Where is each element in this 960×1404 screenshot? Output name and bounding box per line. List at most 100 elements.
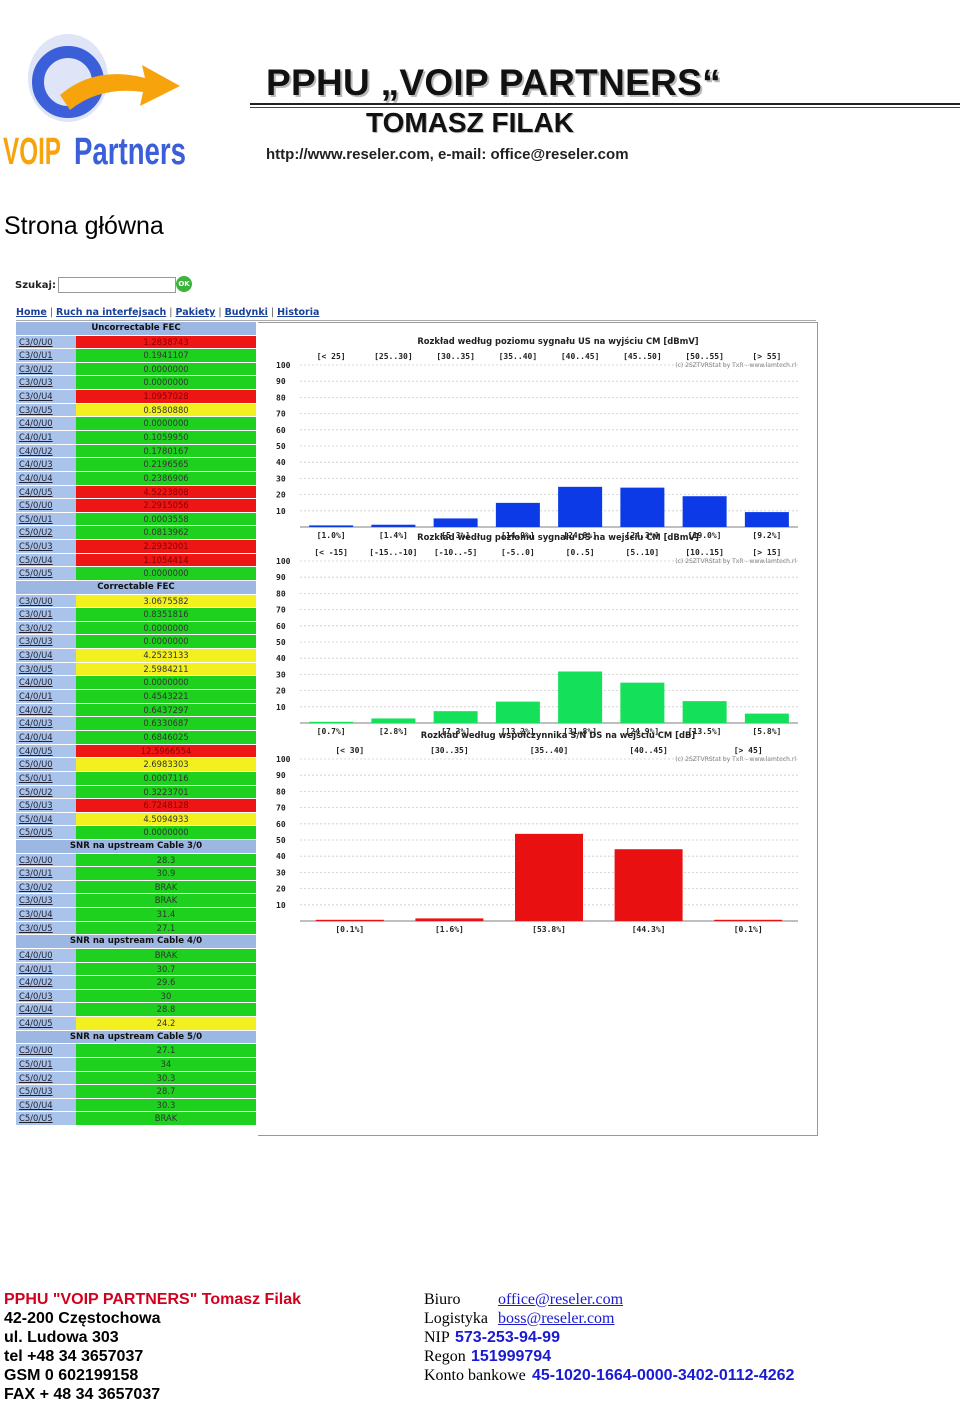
chart-credit: (c) 2SZTVRStat by TxR - www.lamtech.rl xyxy=(675,558,796,565)
upstream-port-link[interactable]: C5/0/U2 xyxy=(16,785,76,799)
upstream-port-link[interactable]: C3/0/U0 xyxy=(16,335,76,349)
nav-home[interactable]: Home xyxy=(16,307,47,318)
upstream-port-link[interactable]: C4/0/U1 xyxy=(16,962,76,976)
upstream-port-link[interactable]: C5/0/U5 xyxy=(16,826,76,840)
bar-value-label: [53.8%] xyxy=(532,925,566,934)
upstream-port-link[interactable]: C4/0/U0 xyxy=(16,948,76,962)
upstream-port-link[interactable]: C4/0/U4 xyxy=(16,471,76,485)
nav-packages[interactable]: Pakiety xyxy=(175,307,216,318)
upstream-port-link[interactable]: C3/0/U5 xyxy=(16,403,76,417)
upstream-port-link[interactable]: C5/0/U0 xyxy=(16,1044,76,1057)
upstream-port-link[interactable]: C5/0/U5 xyxy=(16,1112,76,1126)
bar xyxy=(415,918,484,921)
stat-value: 28.7 xyxy=(76,1085,256,1098)
x-category-label: [0..5] xyxy=(566,548,595,557)
upstream-port-link[interactable]: C4/0/U5 xyxy=(16,1017,76,1030)
nav-history[interactable]: Historia xyxy=(277,307,320,318)
stat-value: 3.0675582 xyxy=(76,594,256,608)
upstream-port-link[interactable]: C3/0/U0 xyxy=(16,594,76,608)
upstream-port-link[interactable]: C4/0/U2 xyxy=(16,976,76,989)
search-input[interactable] xyxy=(58,277,176,293)
upstream-port-link[interactable]: C5/0/U4 xyxy=(16,553,76,567)
footer-biuro-email[interactable]: office@reseler.com xyxy=(498,1291,624,1308)
upstream-port-link[interactable]: C4/0/U3 xyxy=(16,458,76,471)
voip-partners-logo: VOIP Partners xyxy=(0,20,200,173)
stats-row: C3/0/U5 2.5984211 xyxy=(16,662,256,677)
upstream-port-link[interactable]: C3/0/U3 xyxy=(16,376,76,390)
stats-row: C4/0/U5 24.2 xyxy=(16,1017,256,1031)
upstream-port-link[interactable]: C4/0/U3 xyxy=(16,989,76,1003)
x-category-label: [35..40] xyxy=(530,746,569,755)
upstream-port-link[interactable]: C5/0/U1 xyxy=(16,1057,76,1071)
stats-row: C5/0/U3 28.7 xyxy=(16,1085,256,1099)
bar-value-label: [0.7%] xyxy=(317,727,346,736)
upstream-port-link[interactable]: C3/0/U4 xyxy=(16,908,76,921)
stats-section-header: SNR na upstream Cable 5/0 xyxy=(16,1030,256,1045)
upstream-port-link[interactable]: C4/0/U0 xyxy=(16,417,76,430)
stat-value: 30.3 xyxy=(76,1071,256,1085)
stat-value: BRAK xyxy=(76,1112,256,1126)
nav-buildings[interactable]: Budynki xyxy=(224,307,268,318)
footer-fax: FAX + 48 34 3657037 xyxy=(4,1386,161,1403)
upstream-port-link[interactable]: C3/0/U5 xyxy=(16,662,76,676)
stats-section-header: SNR na upstream Cable 3/0 xyxy=(16,840,256,854)
upstream-port-link[interactable]: C3/0/U1 xyxy=(16,349,76,362)
header-divider-thin xyxy=(250,107,960,108)
upstream-port-link[interactable]: C5/0/U1 xyxy=(16,512,76,526)
upstream-port-link[interactable]: C4/0/U1 xyxy=(16,430,76,444)
stat-value: 27.1 xyxy=(76,921,256,935)
upstream-port-link[interactable]: C3/0/U3 xyxy=(16,635,76,649)
upstream-port-link[interactable]: C3/0/U1 xyxy=(16,867,76,880)
stat-value: 0.0007116 xyxy=(76,771,256,785)
stat-value: BRAK xyxy=(76,880,256,894)
upstream-port-link[interactable]: C5/0/U0 xyxy=(16,499,76,512)
footer-logistyka-email[interactable]: boss@reseler.com xyxy=(498,1310,615,1327)
upstream-port-link[interactable]: C4/0/U5 xyxy=(16,744,76,758)
upstream-port-link[interactable]: C4/0/U2 xyxy=(16,444,76,458)
upstream-port-link[interactable]: C3/0/U3 xyxy=(16,894,76,908)
stats-row: C4/0/U5 4.5223808 xyxy=(16,485,256,500)
upstream-port-link[interactable]: C4/0/U4 xyxy=(16,1003,76,1017)
upstream-port-link[interactable]: C5/0/U5 xyxy=(16,567,76,581)
upstream-port-link[interactable]: C3/0/U5 xyxy=(16,921,76,935)
upstream-port-link[interactable]: C3/0/U4 xyxy=(16,390,76,403)
upstream-port-link[interactable]: C4/0/U3 xyxy=(16,717,76,730)
upstream-port-link[interactable]: C5/0/U1 xyxy=(16,771,76,785)
upstream-port-link[interactable]: C5/0/U3 xyxy=(16,799,76,812)
stats-row: C3/0/U5 0.8580880 xyxy=(16,403,256,418)
stats-row: C3/0/U4 4.2523133 xyxy=(16,649,256,663)
upstream-port-link[interactable]: C4/0/U1 xyxy=(16,690,76,703)
stats-row: C5/0/U3 2.2932001 xyxy=(16,540,256,554)
upstream-port-link[interactable]: C3/0/U2 xyxy=(16,621,76,635)
upstream-port-link[interactable]: C5/0/U3 xyxy=(16,540,76,553)
bar-value-label: [24.3%] xyxy=(626,531,660,540)
stats-section-header: Correctable FEC xyxy=(16,581,256,595)
y-tick-label: 10 xyxy=(276,703,286,712)
upstream-port-link[interactable]: C4/0/U2 xyxy=(16,703,76,717)
stats-row: C5/0/U5 0.0000000 xyxy=(16,826,256,841)
stat-value: 0.0000000 xyxy=(76,676,256,690)
upstream-port-link[interactable]: C4/0/U0 xyxy=(16,676,76,690)
upstream-port-link[interactable]: C5/0/U4 xyxy=(16,812,76,826)
upstream-port-link[interactable]: C3/0/U4 xyxy=(16,649,76,662)
stats-row: C3/0/U3 0.0000000 xyxy=(16,635,256,650)
upstream-port-link[interactable]: C3/0/U0 xyxy=(16,853,76,867)
stats-row: C3/0/U0 3.0675582 xyxy=(16,594,256,609)
nav-interface-traffic[interactable]: Ruch na interfejsach xyxy=(56,307,167,318)
upstream-port-link[interactable]: C4/0/U5 xyxy=(16,485,76,499)
upstream-port-link[interactable]: C4/0/U4 xyxy=(16,730,76,744)
bar-value-label: [9.2%] xyxy=(752,531,781,540)
search-ok-button[interactable]: OK xyxy=(176,276,192,292)
upstream-port-link[interactable]: C5/0/U0 xyxy=(16,758,76,771)
upstream-port-link[interactable]: C5/0/U4 xyxy=(16,1098,76,1112)
upstream-port-link[interactable]: C5/0/U3 xyxy=(16,1085,76,1098)
upstream-port-link[interactable]: C3/0/U2 xyxy=(16,362,76,376)
upstream-port-link[interactable]: C5/0/U2 xyxy=(16,526,76,540)
upstream-port-link[interactable]: C3/0/U2 xyxy=(16,880,76,894)
upstream-port-link[interactable]: C5/0/U2 xyxy=(16,1071,76,1085)
footer-nip-label: NIP xyxy=(424,1329,450,1346)
upstream-port-link[interactable]: C3/0/U1 xyxy=(16,608,76,621)
bar xyxy=(558,486,603,527)
bar xyxy=(309,525,354,527)
stat-value: 28.3 xyxy=(76,853,256,867)
